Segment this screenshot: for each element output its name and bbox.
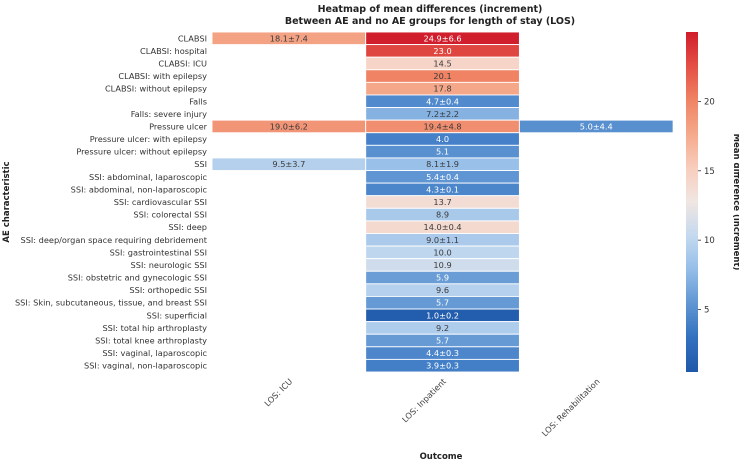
row-label: CLABSI: without epilepsy — [105, 84, 207, 94]
y-axis-label: AE characteristic — [2, 161, 12, 242]
y-tick-labels: CLABSI CLABSI: hospital CLABSI: ICU CLABSI:… — [15, 33, 208, 370]
colorbar-tick-label: 20 — [704, 97, 715, 107]
cell-value-label: 14.0±0.4 — [423, 222, 461, 232]
cell-value-label: 3.9±0.3 — [426, 361, 459, 371]
colorbar-ticks: 5 10 15 20 — [698, 97, 715, 316]
row-label: Pressure ulcer — [149, 121, 208, 131]
x-axis-label: Outcome — [420, 452, 463, 462]
column-label: LOS: ICU — [262, 376, 294, 408]
cell-value-label: 24.9±6.6 — [423, 33, 461, 43]
row-label: CLABSI: ICU — [158, 58, 207, 68]
row-label: SSI: superficial — [147, 310, 207, 320]
heatmap-cells: 18.1±7.4 24.9±6.6 23.0 14.5 20.1 17.8 4.7±0.4 7… — [211, 31, 674, 373]
cell-value-label: 9.2 — [436, 323, 449, 333]
cell-value-label: 18.1±7.4 — [270, 33, 308, 43]
row-label: SSI: colorectal SSI — [133, 210, 207, 220]
cell-value-label: 4.3±0.1 — [426, 184, 459, 194]
cell-value-label: 19.0±6.2 — [270, 121, 308, 131]
row-label: SSI: vaginal, non-laparoscopic — [84, 361, 207, 371]
row-label: SSI: deep — [168, 222, 207, 232]
row-label: CLABSI: hospital — [140, 46, 207, 56]
row-label: SSI: vaginal, laparoscopic — [102, 348, 207, 358]
cell-value-label: 7.2±2.2 — [426, 109, 459, 119]
colorbar-tick-label: 10 — [704, 236, 715, 246]
row-label: SSI — [194, 159, 207, 169]
column-label: LOS: Inpatient — [400, 376, 449, 425]
colorbar-tick-label: 5 — [704, 306, 709, 316]
colorbar-tick-label: 15 — [704, 167, 715, 177]
cell-value-label: 17.8 — [433, 84, 451, 94]
row-label: CLABSI: with epilepsy — [118, 71, 207, 81]
row-label: Pressure ulcer: with epilepsy — [90, 134, 207, 144]
cell-value-label: 23.0 — [433, 46, 451, 56]
cell-value-label: 5.7 — [436, 298, 449, 308]
heatmap-cell — [365, 358, 520, 373]
chart-title-line1: Heatmap of mean differences (increment) — [318, 4, 543, 15]
row-label: SSI: gastrointestinal SSI — [110, 247, 207, 257]
cell-value-label: 5.7 — [436, 336, 449, 346]
chart-title-line2: Between AE and no AE groups for length o… — [285, 16, 575, 27]
row-label: SSI: total hip arthroplasty — [102, 323, 207, 333]
row-label: SSI: deep/organ space requiring debridem… — [21, 235, 208, 245]
row-label: SSI: Skin, subcutaneous, tissue, and bre… — [15, 298, 207, 308]
row-label: Pressure ulcer: without epilepsy — [76, 147, 207, 157]
cell-value-label: 5.9 — [436, 273, 449, 283]
cell-value-label: 8.9 — [436, 210, 449, 220]
cell-value-label: 4.0 — [436, 134, 449, 144]
row-label: SSI: orthopedic SSI — [129, 285, 207, 295]
cell-value-label: 1.0±0.2 — [426, 310, 459, 320]
column-label: LOS: Rehabilitation — [540, 376, 602, 438]
cell-value-label: 4.7±0.4 — [426, 96, 459, 106]
cell-value-label: 9.5±3.7 — [272, 159, 305, 169]
row-label: SSI: total knee arthroplasty — [95, 336, 207, 346]
row-label: Falls — [189, 96, 207, 106]
row-label: SSI: cardiovascular SSI — [114, 197, 207, 207]
cell-value-label: 5.0±4.4 — [580, 121, 613, 131]
row-label: SSI: abdominal, non-laparoscopic — [71, 184, 207, 194]
cell-value-label: 8.1±1.9 — [426, 159, 459, 169]
cell-value-label: 14.5 — [433, 58, 451, 68]
row-label: SSI: neurologic SSI — [131, 260, 207, 270]
cell-value-label: 10.0 — [433, 247, 451, 257]
row-label: Falls: severe injury — [131, 109, 207, 119]
cell-value-label: 4.4±0.3 — [426, 348, 459, 358]
row-label: CLABSI — [178, 33, 207, 43]
cell-value-label: 10.9 — [433, 260, 451, 270]
colorbar-label: Mean difference (increment) — [731, 134, 739, 271]
cell-value-label: 13.7 — [433, 197, 451, 207]
cell-value-label: 5.4±0.4 — [426, 172, 459, 182]
colorbar — [686, 32, 698, 372]
row-label: SSI: abdominal, laparoscopic — [89, 172, 207, 182]
cell-value-label: 5.1 — [436, 147, 449, 157]
cell-value-label: 9.0±1.1 — [426, 235, 459, 245]
cell-value-label: 19.4±4.8 — [423, 121, 461, 131]
cell-value-label: 9.6 — [436, 285, 449, 295]
row-label: SSI: obstetric and gynecologic SSI — [68, 273, 207, 283]
cell-value-label: 20.1 — [433, 71, 451, 81]
heatmap-cell — [518, 119, 674, 134]
x-tick-labels: LOS: ICU LOS: Inpatient LOS: Rehabilitatio… — [262, 376, 602, 439]
